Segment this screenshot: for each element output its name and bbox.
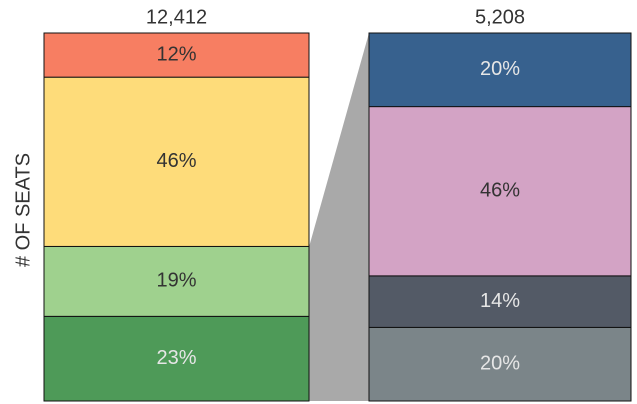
segment-label: 46% [156,150,196,172]
bar-total: 5,208 [475,6,525,28]
segment-label: 20% [480,352,520,374]
bar-segment [368,106,632,277]
y-axis-label: # OF SEATS [12,153,34,267]
bar-segment [43,32,310,78]
bar-segment [368,32,632,108]
segment-label: 14% [480,290,520,312]
connector [309,33,369,401]
bar-segment [368,326,632,402]
segment-label: 20% [480,58,520,80]
bar-segment [43,245,310,317]
bar-total: 12,412 [146,6,207,28]
bar-segment [368,275,632,328]
segment-label: 23% [156,347,196,369]
bar-segment [43,315,310,402]
segment-label: 19% [156,270,196,292]
segment-label: 46% [480,180,520,202]
segment-label: 12% [156,43,196,65]
